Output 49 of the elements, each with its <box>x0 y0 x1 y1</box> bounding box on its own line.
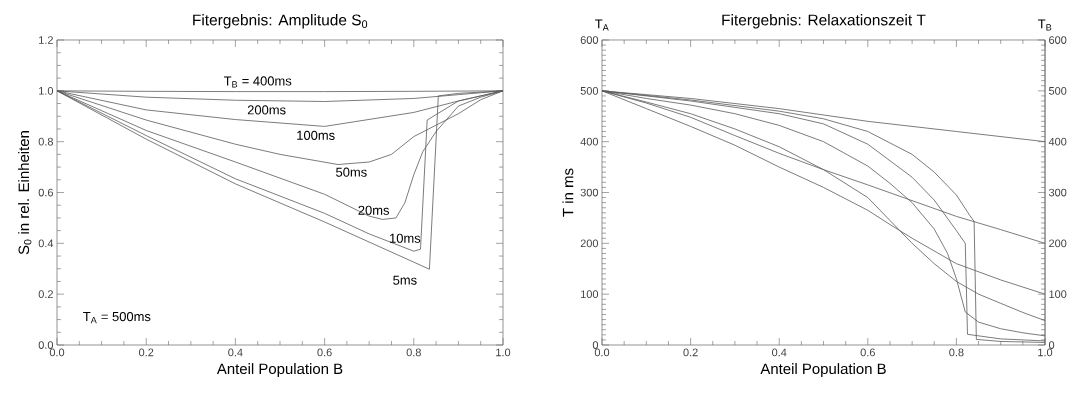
x-tick-label: 0.0 <box>49 348 65 357</box>
x-tick-label: 0.6 <box>317 348 332 357</box>
chart-title: Fitergebnis: Amplitude S$_{0}$ <box>193 14 368 29</box>
y-tick-label: 1.2 <box>39 36 53 44</box>
y2-tick-label: 600 <box>1049 36 1067 44</box>
y-tick-label: 500 <box>580 86 599 95</box>
y2-tick-label: 400 <box>1048 137 1067 146</box>
annotation: T$_{A}$ = 500ms <box>83 311 151 324</box>
y-tick-label: 400 <box>580 137 599 146</box>
text: T$_{B}$ <box>1038 19 1052 31</box>
y-axis-title: T in ms <box>562 168 574 217</box>
y-tick-label: 300 <box>580 188 599 197</box>
x-tick-label: 0.4 <box>228 348 243 357</box>
series-label: 10ms <box>390 233 421 243</box>
y2-tick-label: 500 <box>1048 86 1067 95</box>
y-tick-label: 0.6 <box>38 188 53 197</box>
y2-tick-label: 100 <box>1049 290 1067 299</box>
y-tick-label: 600 <box>580 36 599 44</box>
x-tick-label: 0.8 <box>949 348 964 357</box>
y-tick-label: 200 <box>580 239 599 248</box>
x-axis-title: Anteil Population B <box>216 363 343 378</box>
y-tick-label: 0.4 <box>38 239 54 248</box>
x-tick-label: 0.2 <box>139 348 154 357</box>
y-tick-label: 0.2 <box>38 290 53 299</box>
series-label: 200ms <box>247 105 286 115</box>
x-tick-label: 1.0 <box>1038 348 1053 357</box>
y2-tick-label: 0 <box>1048 341 1055 349</box>
text: T$_{A}$ <box>595 19 609 31</box>
x-tick-label: 0.6 <box>860 348 875 357</box>
x-tick-label: 1.0 <box>496 348 511 357</box>
series-label: T$_{B}$ = 400ms <box>223 76 292 88</box>
series-label: 5ms <box>393 275 417 285</box>
y-axis-title: S$_{0}$ in rel. Einheiten <box>18 131 32 255</box>
y-tick-label: 0.8 <box>38 137 53 146</box>
y-tick-label: 0 <box>592 341 599 349</box>
x-axis-title: Anteil Population B <box>760 363 886 378</box>
x-tick-label: 0.0 <box>594 348 610 357</box>
series-label: 20ms <box>358 205 390 215</box>
y-tick-label: 1.0 <box>39 86 54 95</box>
x-tick-label: 0.8 <box>406 348 421 357</box>
x-tick-label: 0.2 <box>683 348 698 357</box>
y-tick-label: 100 <box>581 290 599 299</box>
chart-title: Fitergebnis: Relaxationszeit T <box>722 14 926 29</box>
y-tick-label: 0.0 <box>38 341 54 349</box>
x-tick-label: 0.4 <box>772 348 787 357</box>
y2-tick-label: 200 <box>1049 239 1067 248</box>
series-label: 100ms <box>297 130 335 140</box>
series-label: 50ms <box>336 167 367 177</box>
y2-tick-label: 300 <box>1048 188 1067 197</box>
